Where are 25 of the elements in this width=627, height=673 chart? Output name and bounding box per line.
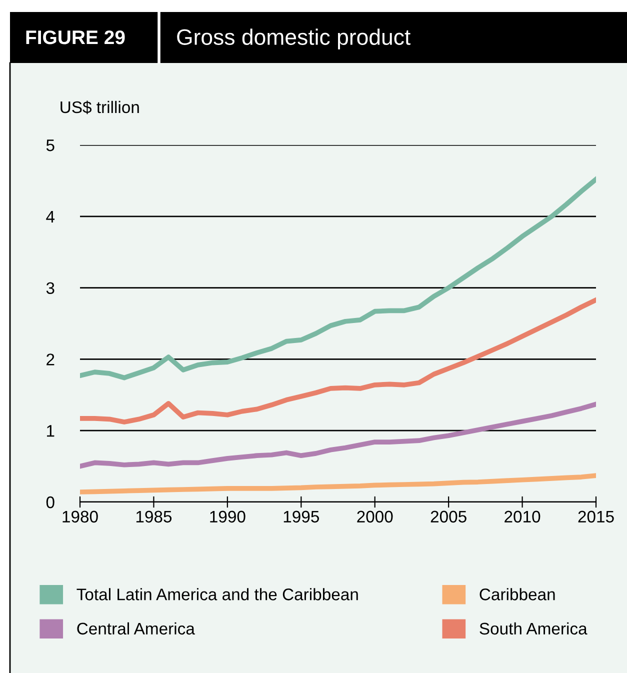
legend-label: Central America bbox=[77, 622, 195, 635]
y-tick-label: 5 bbox=[46, 140, 54, 152]
y-tick-label: 3 bbox=[46, 282, 54, 294]
y-tick-label: 1 bbox=[47, 425, 54, 437]
x-tick-label: 1980 bbox=[62, 510, 98, 523]
x-tick-label: 1985 bbox=[136, 510, 172, 523]
line-series bbox=[80, 298, 596, 424]
x-tick-label: 1990 bbox=[210, 510, 246, 523]
legend-label: South America bbox=[480, 622, 588, 635]
y-tick-label: 0 bbox=[46, 496, 54, 508]
x-tick-label: 2015 bbox=[578, 510, 614, 523]
line-series bbox=[80, 176, 596, 380]
legend-label: Caribbean bbox=[480, 588, 555, 600]
y-tick-label: 4 bbox=[46, 210, 55, 222]
x-tick-label: 2005 bbox=[430, 510, 466, 523]
y-axis-title: US$ trillion bbox=[60, 100, 139, 114]
x-tick-label: 2010 bbox=[504, 510, 540, 523]
chart-title: Gross domestic product bbox=[177, 28, 410, 50]
y-tick-label: 2 bbox=[46, 354, 54, 366]
x-tick-label: 2000 bbox=[357, 510, 393, 523]
legend-label: Total Latin America and the Caribbean bbox=[76, 588, 358, 600]
line-series bbox=[80, 402, 596, 469]
chart-subtitle: FIGURE 29 bbox=[26, 30, 125, 44]
x-tick-label: 1995 bbox=[284, 510, 319, 523]
line-series bbox=[80, 473, 596, 494]
